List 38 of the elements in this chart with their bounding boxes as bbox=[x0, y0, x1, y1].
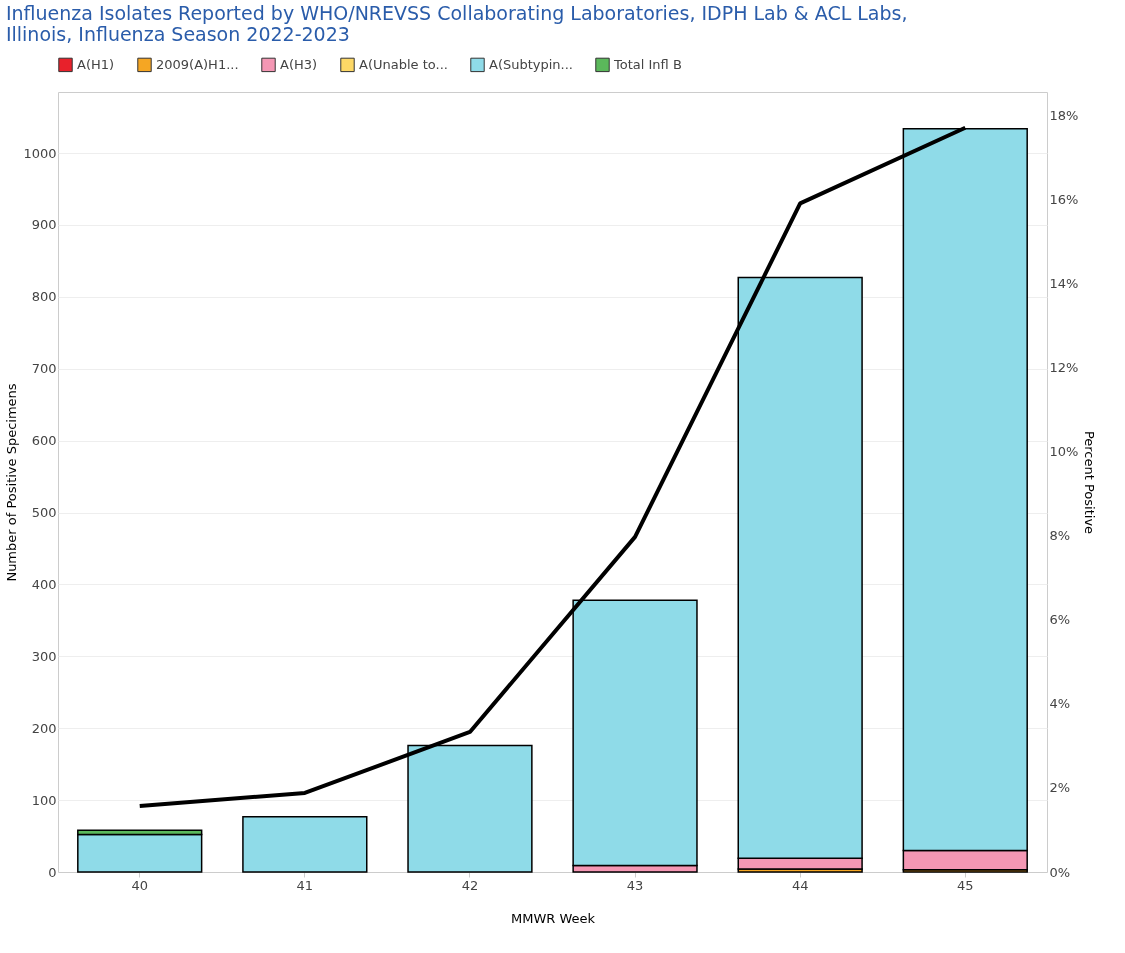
y-tick-label: 900 bbox=[31, 217, 57, 233]
y2-tick-label: 16% bbox=[1049, 191, 1079, 207]
y-tick-label: 800 bbox=[31, 289, 57, 305]
legend-label: A(Subtypin... bbox=[489, 56, 573, 72]
y2-tick-label: 14% bbox=[1049, 275, 1079, 291]
x-tick-label: 42 bbox=[461, 877, 479, 893]
legend-label: A(Unable to... bbox=[359, 56, 448, 72]
text: Illinois, Influenza Season 2022-2023 bbox=[5, 23, 350, 45]
y2-tick-label: 0% bbox=[1049, 864, 1071, 880]
y2-axis-title: Percent Positive bbox=[1082, 430, 1098, 535]
legend-label: A(H3) bbox=[280, 56, 318, 72]
y-axis-title: Number of Positive Specimens bbox=[4, 383, 20, 582]
y-tick-label: 400 bbox=[31, 576, 57, 592]
y-tick-label: 100 bbox=[31, 792, 57, 808]
x-tick-label: 41 bbox=[296, 877, 314, 893]
x-tick-label: 45 bbox=[957, 877, 974, 893]
y2-tick-label: 10% bbox=[1049, 444, 1079, 460]
legend-label: Total Infl B bbox=[613, 56, 682, 72]
y-tick-label: 600 bbox=[31, 433, 57, 449]
text: Influenza Isolates Reported by WHO/NREVSS Collaborating Laboratories, IDPH Lab & ACL Labs, bbox=[5, 2, 908, 24]
legend-label: 2009(A)H1... bbox=[156, 56, 239, 72]
x-axis-title: MMWR Week bbox=[510, 910, 596, 926]
x-tick-label: 44 bbox=[791, 877, 809, 893]
y-tick-label: 700 bbox=[31, 361, 57, 377]
legend-label: A(H1) bbox=[77, 56, 115, 72]
y2-tick-label: 8% bbox=[1049, 528, 1071, 544]
y-tick-label: 0 bbox=[48, 864, 57, 880]
y2-tick-label: 6% bbox=[1049, 612, 1071, 628]
y2-tick-label: 12% bbox=[1049, 359, 1079, 375]
y-tick-label: 200 bbox=[31, 720, 57, 736]
y2-tick-label: 2% bbox=[1049, 780, 1071, 796]
x-tick-label: 40 bbox=[131, 877, 148, 893]
x-tick-label: 43 bbox=[626, 877, 644, 893]
y2-tick-label: 18% bbox=[1049, 107, 1079, 123]
y-tick-label: 500 bbox=[31, 505, 57, 521]
y2-tick-label: 4% bbox=[1049, 696, 1071, 712]
y-tick-label: 1000 bbox=[23, 145, 57, 161]
y-tick-label: 300 bbox=[31, 648, 57, 664]
